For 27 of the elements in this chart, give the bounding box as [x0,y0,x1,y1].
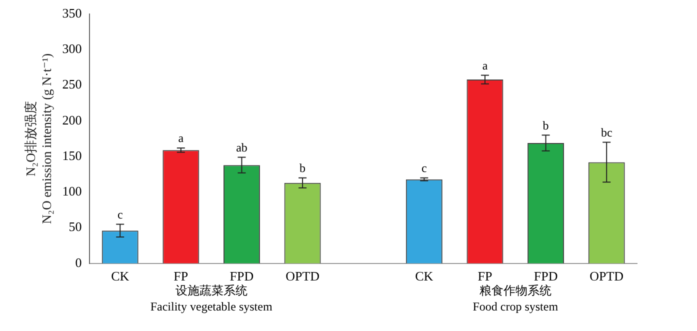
data-label: bc [600,125,612,140]
data-label: b [542,118,549,132]
data-label: ab [236,140,248,154]
text: 粮食作物系统 Food crop system [472,284,559,314]
data-label: b [300,161,306,176]
y-tick-label: 250 [62,76,82,92]
y-tick-label: 0 [75,254,82,270]
y-tick-label: 300 [62,41,82,56]
y-axis-title: N₂O排放强度 N₂O emission intensity (g N·t⁻¹) [23,53,54,224]
x-tick-label: OPTD [590,268,624,284]
x-tick-label: FPD [230,268,254,284]
data-label: c [117,207,123,222]
y-tick-label: 350 [62,5,82,20]
y-tick-label: 150 [62,148,82,163]
x-tick-label: OPTD [286,268,320,284]
x-tick-label: FPD [534,268,558,284]
text: 设施蔬菜系统 Facility vegetable system [150,284,273,314]
x-tick-label: FP [174,268,188,284]
y-tick-label: 50 [68,219,82,234]
x-tick-label: CK [111,268,130,284]
x-tick-label: FP [478,268,492,284]
data-label: a [482,58,488,72]
data-label: a [178,131,184,146]
y-tick-label: 100 [62,184,82,199]
x-tick-label: CK [415,268,434,284]
data-label: c [421,161,427,176]
y-tick-label: 200 [62,112,82,128]
